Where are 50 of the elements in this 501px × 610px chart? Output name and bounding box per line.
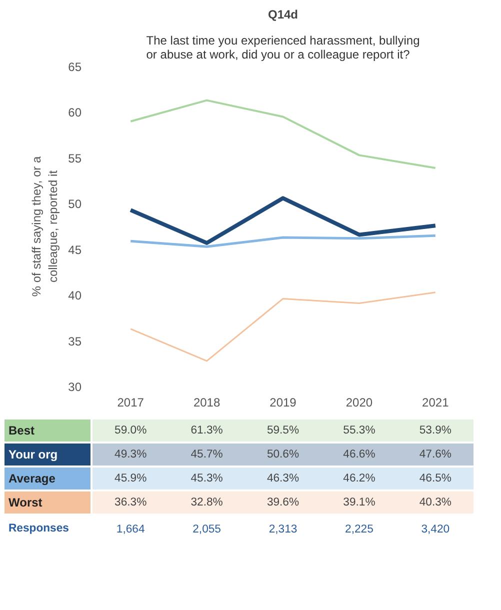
y-tick-label: 40 — [68, 288, 82, 303]
data-label: 46.2% — [343, 472, 376, 484]
data-label: 55.3% — [343, 424, 376, 436]
data-label: 49.3% — [114, 448, 147, 460]
text: Average — [8, 472, 56, 486]
text: 1,664 — [116, 524, 145, 536]
data-label: 50.6% — [266, 448, 300, 460]
data-label: 46.3% — [266, 472, 300, 484]
y-tick-label: 65 — [68, 60, 82, 74]
data-label: 59.0% — [114, 424, 147, 436]
y-tick-label: 30 — [68, 380, 82, 394]
chart-title: Q14d — [268, 8, 298, 22]
x-tick-label: 2019 — [270, 396, 297, 410]
y-tick-label: 45 — [68, 242, 82, 257]
data-label: 36.3% — [114, 496, 147, 508]
y-axis-title: % of staff saying they, or a colleague, reported it — [29, 156, 60, 297]
data-label: 40.3% — [419, 496, 452, 508]
text: Your org — [8, 448, 58, 462]
text: Worst — [8, 496, 42, 510]
data-label: 39.1% — [343, 496, 376, 508]
data-label: 46.5% — [419, 472, 452, 484]
data-label: 39.6% — [266, 496, 300, 508]
text: Best — [8, 424, 35, 438]
text: 3,420 — [421, 524, 450, 536]
text: 2,225 — [345, 524, 374, 536]
data-label: 47.6% — [419, 448, 452, 460]
text: 2,055 — [192, 524, 221, 536]
line-series — [129, 234, 437, 248]
line-series — [128, 196, 438, 245]
data-label: 61.3% — [190, 424, 223, 436]
x-tick-label: 2021 — [422, 396, 450, 410]
data-label: 53.9% — [419, 424, 452, 436]
data-label: 32.8% — [190, 496, 223, 508]
y-tick-label: 60 — [68, 106, 82, 120]
text: Responses — [8, 522, 69, 534]
line-series — [130, 99, 436, 169]
text: 2,313 — [268, 524, 298, 536]
x-tick-label: 2018 — [193, 396, 220, 410]
y-tick-label: 50 — [68, 197, 82, 212]
y-tick-label: 35 — [68, 334, 82, 348]
data-label: 45.7% — [190, 448, 223, 460]
x-tick-label: 2017 — [117, 396, 144, 410]
line-series — [130, 292, 436, 362]
data-label: 46.6% — [343, 448, 376, 460]
y-tick-label: 55 — [68, 151, 82, 166]
data-label: 45.9% — [114, 472, 147, 484]
x-tick-label: 2020 — [346, 396, 373, 410]
data-label: 45.3% — [190, 472, 223, 484]
chart-subtitle: The last time you experienced harassment, bullying or abuse at work, did you or a colleague report it? — [146, 34, 420, 62]
data-label: 59.5% — [266, 424, 300, 436]
